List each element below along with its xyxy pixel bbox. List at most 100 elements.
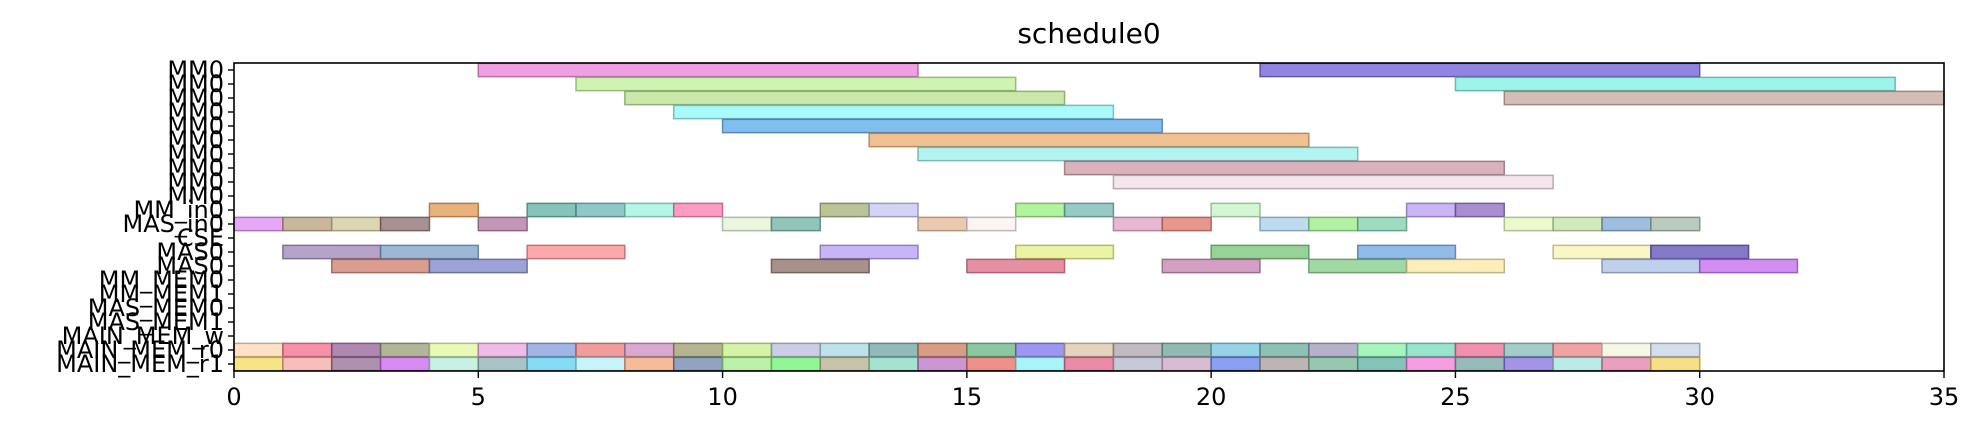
- gantt-bar-18: [868, 202, 919, 218]
- y-tick-label-5: MM0: [167, 126, 224, 154]
- gantt-bar-25: [282, 216, 333, 232]
- gantt-bar-95: [477, 356, 528, 372]
- chart-title: schedule0: [1017, 17, 1160, 50]
- gantt-bar-104: [917, 356, 968, 372]
- gantt-bar-27: [379, 216, 431, 232]
- gantt-bar-24: [233, 216, 284, 232]
- y-tick-label-17: MAS_MEM0: [88, 294, 224, 322]
- gantt-bar-46: [1014, 244, 1115, 260]
- gantt-bar-33: [1112, 216, 1164, 232]
- y-tick-label-4: MM0: [167, 112, 224, 140]
- y-tick-label-19: MAIN_MEM_w: [62, 322, 224, 350]
- y-tick-label-2: MM0: [167, 84, 224, 112]
- x-tick-label-7: 35: [1929, 383, 1960, 411]
- gantt-bar-102: [819, 356, 870, 372]
- gantt-bar-71: [770, 342, 822, 358]
- gantt-bar-97: [575, 356, 626, 372]
- gantt-bar-59: [1698, 258, 1799, 274]
- gantt-bar-56: [1308, 258, 1408, 274]
- gantt-bar-13: [526, 202, 577, 218]
- gantt-bar-119: [1650, 356, 1701, 372]
- gantt-bar-21: [1210, 202, 1261, 218]
- gantt-bar-74: [917, 342, 968, 358]
- gantt-bar-80: [1210, 342, 1261, 358]
- plot-frame: [233, 62, 1945, 372]
- gantt-bar-72: [819, 342, 870, 358]
- gantt-bar-28: [477, 216, 528, 232]
- gantt-bar-39: [1552, 216, 1603, 232]
- gantt-bar-49: [1552, 244, 1652, 260]
- gantt-bar-66: [526, 342, 577, 358]
- gantt-bar-118: [1601, 356, 1652, 372]
- gantt-bar-79: [1161, 342, 1212, 358]
- gantt-bar-22: [1405, 202, 1457, 218]
- gantt-bar-48: [1356, 244, 1457, 260]
- gantt-bar-12: [428, 202, 480, 218]
- gantt-bar-40: [1601, 216, 1652, 232]
- gantt-bar-94: [428, 356, 480, 372]
- gantt-bar-113: [1356, 356, 1408, 372]
- gantt-bar-89: [1650, 342, 1701, 358]
- y-tick-label-13: MAS0: [156, 238, 224, 266]
- gantt-bar-78: [1112, 342, 1164, 358]
- x-axis: 0 5 10 15 20 25 30 35: [226, 371, 1959, 411]
- gantt-bar-107: [1063, 356, 1115, 372]
- gantt-bar-43: [379, 244, 480, 260]
- gantt-bar-93: [379, 356, 431, 372]
- y-tick-label-3: MM0: [167, 98, 224, 126]
- gantt-bar-54: [966, 258, 1066, 274]
- gantt-bar-105: [966, 356, 1017, 372]
- x-tick-label-3: 15: [952, 383, 983, 411]
- y-tick-label-1: MM0: [167, 70, 224, 98]
- gantt-bar-114: [1405, 356, 1457, 372]
- y-tick-label-20: MAIN_MEM_r0: [56, 336, 224, 364]
- gantt-bar-83: [1356, 342, 1408, 358]
- gantt-bar-84: [1405, 342, 1457, 358]
- gantt-bar-23: [1454, 202, 1506, 218]
- gantt-bar-55: [1161, 258, 1261, 274]
- gantt-bar-9: [917, 146, 1359, 162]
- gantt-bar-31: [917, 216, 968, 232]
- gantt-bar-29: [721, 216, 773, 232]
- gantt-bar-51: [330, 258, 431, 274]
- y-tick-label-7: MM0: [167, 154, 224, 182]
- gantt-bar-116: [1503, 356, 1554, 372]
- gantt-bar-53: [770, 258, 870, 274]
- gantt-bar-117: [1552, 356, 1603, 372]
- gantt-bar-16: [672, 202, 724, 218]
- gantt-bar-109: [1161, 356, 1212, 372]
- x-tick-label-2: 10: [707, 383, 738, 411]
- gantt-bar-10: [1063, 160, 1506, 176]
- gantt-bar-37: [1356, 216, 1408, 232]
- gantt-bar-76: [1014, 342, 1066, 358]
- gantt-bar-14: [575, 202, 626, 218]
- gantt-bar-112: [1308, 356, 1359, 372]
- gantt-bar-85: [1454, 342, 1506, 358]
- x-tick-label-1: 5: [471, 383, 486, 411]
- gantt-bar-35: [1259, 216, 1310, 232]
- gantt-bar-98: [624, 356, 675, 372]
- gantt-bar-61: [282, 342, 333, 358]
- gantt-bar-57: [1405, 258, 1506, 274]
- y-tick-label-9: MM0: [167, 182, 224, 210]
- gantt-bar-65: [477, 342, 528, 358]
- x-tick-label-6: 30: [1684, 383, 1715, 411]
- y-tick-label-21: MAIN_MEM_r1: [56, 350, 224, 378]
- gantt-bar-86: [1503, 342, 1554, 358]
- gantt-bar-103: [868, 356, 919, 372]
- bars-layer: [233, 62, 1945, 372]
- gantt-bar-36: [1308, 216, 1359, 232]
- y-axis-labels: MM0MM0MM0MM0MM0MM0MM0MM0MM0MM0MM_in0MAS_…: [56, 56, 234, 378]
- gantt-bar-8: [868, 132, 1310, 148]
- gantt-bar-106: [1014, 356, 1066, 372]
- gantt-bar-69: [672, 342, 724, 358]
- gantt-bar-115: [1454, 356, 1506, 372]
- gantt-bar-1: [1259, 62, 1701, 78]
- y-tick-label-16: MM_MEM1: [99, 280, 224, 308]
- gantt-bar-70: [721, 342, 773, 358]
- y-tick-label-15: MM_MEM0: [99, 266, 224, 294]
- gantt-bar-50: [1650, 244, 1750, 260]
- gantt-bar-63: [379, 342, 431, 358]
